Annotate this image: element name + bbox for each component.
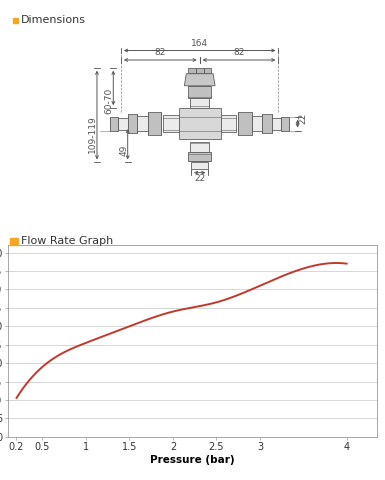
Text: 82: 82 — [155, 48, 166, 58]
X-axis label: Pressure (bar): Pressure (bar) — [150, 455, 235, 465]
Bar — [188, 68, 211, 73]
Bar — [272, 118, 281, 130]
Text: 82: 82 — [233, 48, 245, 58]
Text: 22: 22 — [194, 174, 205, 183]
Text: 109-119: 109-119 — [88, 115, 97, 153]
Text: Flow Rate Graph: Flow Rate Graph — [21, 237, 114, 246]
Bar — [148, 112, 161, 135]
Bar — [188, 86, 211, 98]
Bar — [110, 117, 118, 131]
Bar — [128, 114, 137, 133]
Bar — [262, 114, 272, 133]
Bar — [188, 152, 211, 161]
Text: 22: 22 — [298, 112, 307, 124]
Bar — [12, 18, 18, 23]
Bar — [251, 116, 263, 132]
Bar — [136, 116, 148, 132]
Text: 60-70: 60-70 — [104, 88, 113, 114]
Bar — [179, 108, 221, 139]
Bar — [191, 162, 208, 169]
Bar — [281, 117, 289, 131]
Bar — [190, 98, 209, 108]
Bar — [238, 112, 251, 135]
Bar — [190, 142, 209, 152]
Bar — [221, 115, 236, 132]
Text: 49: 49 — [119, 144, 128, 156]
Text: 164: 164 — [191, 39, 208, 48]
Bar — [118, 118, 128, 130]
Text: Dimensions: Dimensions — [21, 15, 86, 25]
Polygon shape — [184, 74, 215, 86]
Bar — [163, 115, 179, 132]
